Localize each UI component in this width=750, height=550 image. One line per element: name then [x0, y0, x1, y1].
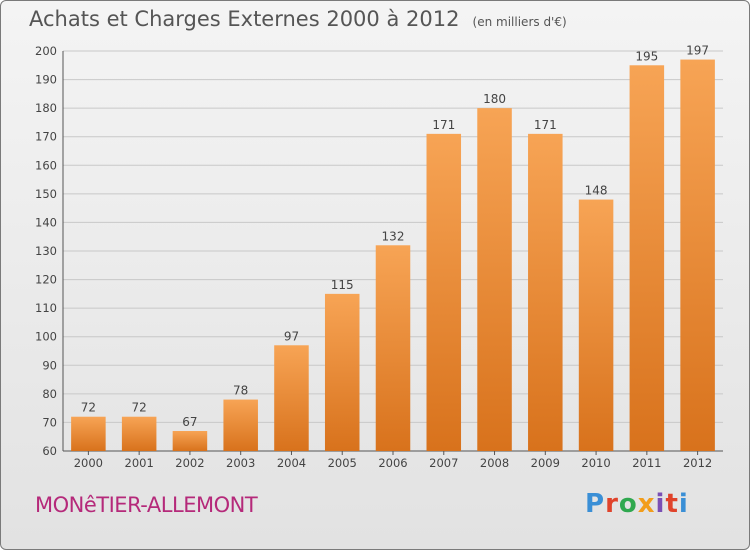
y-tick-label: 180 [35, 101, 57, 115]
x-tick-label: 2011 [632, 456, 661, 470]
title-row: Achats et Charges Externes 2000 à 2012 (… [29, 7, 567, 31]
y-tick-label: 170 [35, 130, 57, 144]
y-tick-label: 100 [35, 330, 57, 344]
bar [375, 245, 411, 451]
data-label: 171 [534, 118, 557, 132]
data-label: 171 [432, 118, 455, 132]
bar [172, 431, 208, 451]
logo-letter: x [637, 489, 656, 519]
x-tick-label: 2009 [531, 456, 560, 470]
data-label: 97 [284, 329, 299, 343]
logo-letter: i [655, 489, 666, 519]
x-tick-label: 2002 [175, 456, 204, 470]
x-tick-label: 2001 [125, 456, 154, 470]
y-tick-label: 140 [35, 215, 57, 229]
data-label: 78 [233, 384, 248, 398]
bar [680, 59, 715, 451]
data-label: 115 [331, 278, 354, 292]
y-tick-label: 150 [35, 187, 57, 201]
data-label: 197 [686, 44, 709, 58]
data-label: 180 [483, 92, 506, 106]
y-tick-label: 60 [42, 444, 57, 458]
data-label: 195 [635, 49, 658, 63]
bar [274, 345, 309, 451]
chart-subtitle: (en milliers d'€) [472, 15, 567, 29]
y-tick-label: 80 [42, 387, 57, 401]
bar [629, 65, 665, 452]
data-label: 72 [81, 401, 96, 415]
y-tick-label: 130 [35, 244, 57, 258]
x-tick-label: 2003 [226, 456, 255, 470]
logo-letter: i [678, 489, 689, 519]
bar [71, 416, 106, 451]
bar [426, 133, 462, 451]
y-tick-label: 70 [42, 415, 57, 429]
commune-name: MONêTIER-ALLEMONT [35, 493, 258, 517]
bar [477, 108, 512, 452]
x-tick-label: 2008 [480, 456, 509, 470]
y-tick-label: 160 [35, 158, 57, 172]
bar [528, 133, 563, 451]
data-label: 132 [382, 229, 405, 243]
data-label: 72 [132, 401, 147, 415]
logo-letter: o [618, 489, 638, 519]
bar [223, 399, 258, 451]
logo-letter: t [665, 489, 679, 519]
y-tick-label: 190 [35, 73, 57, 87]
x-tick-label: 2006 [378, 456, 407, 470]
data-label: 148 [585, 184, 608, 198]
x-tick-label: 2012 [683, 456, 712, 470]
data-label: 67 [182, 415, 197, 429]
y-tick-label: 200 [35, 44, 57, 58]
proxiti-logo[interactable]: Proxiti [585, 489, 689, 519]
bar [324, 293, 360, 451]
bar [578, 199, 614, 451]
x-tick-label: 2007 [429, 456, 458, 470]
x-tick-label: 2000 [74, 456, 103, 470]
x-tick-label: 2005 [328, 456, 357, 470]
x-tick-label: 2010 [581, 456, 610, 470]
logo-letter: P [585, 489, 606, 519]
y-tick-label: 120 [35, 273, 57, 287]
x-tick-label: 2004 [277, 456, 306, 470]
y-tick-label: 110 [35, 301, 57, 315]
y-tick-label: 90 [42, 358, 57, 372]
chart-title: Achats et Charges Externes 2000 à 2012 [29, 7, 460, 31]
logo-letter: r [605, 489, 619, 519]
bar [121, 416, 157, 451]
